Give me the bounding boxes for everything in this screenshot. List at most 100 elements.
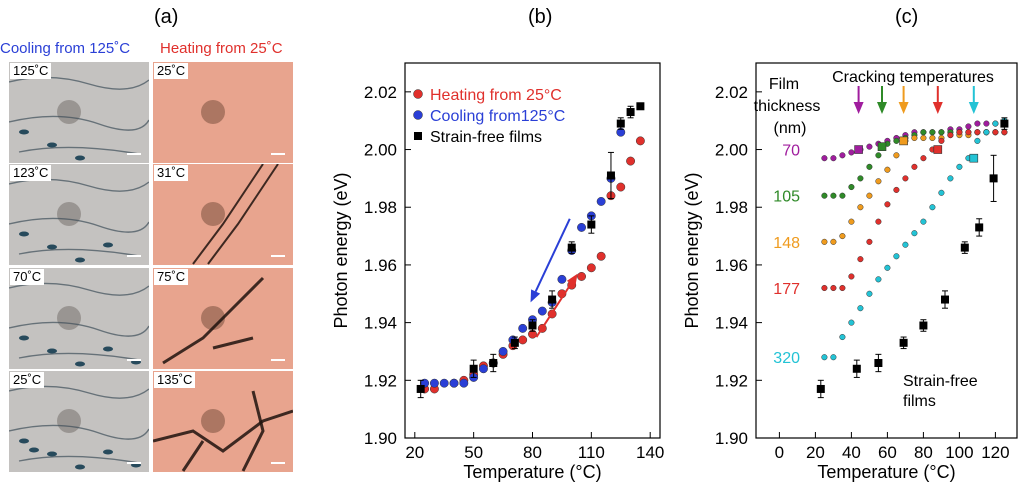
chart-b-point-cooling-from125-c [577,222,586,232]
chart-c-point-105 [830,192,837,199]
chart-c-x-tick-label: 20 [806,443,825,462]
chart-c-point-105 [920,129,927,136]
chart-b-y-tick-label: 1.98 [364,198,397,217]
chart-c-point-strain-free-films [816,384,825,393]
chart-c-point-105 [974,129,981,136]
cooling-micrograph-2: 123˚C [9,164,149,265]
chart-c-x-tick-label: 0 [775,443,784,462]
chart-b-point-heating-from-25-c [596,251,606,261]
chart-c-point-70 [992,120,999,127]
chart-b-arrow-1-shaft [534,218,571,292]
chart-b-x-axis-label: Temperature (°C) [463,462,601,482]
chart-c-point-70 [902,132,909,139]
chart-c-point-70 [866,143,873,150]
chart-c-point-177 [821,284,828,292]
chart-c-point-105 [965,129,972,136]
chart-c-x-tick-label: 120 [981,443,1009,462]
chart-b-y-tick-label: 2.02 [364,83,397,102]
chart-b-point-cooling-from125-c [469,372,479,382]
chart-c-point-105 [992,129,999,136]
chart-c-y-tick-label: 1.98 [715,198,748,217]
chart-c-annotation: films [903,393,936,410]
chart-c-point-177 [983,129,990,136]
chart-c-point-177 [857,256,864,263]
chart-b-legend-label: Heating from 25°C [430,87,562,104]
heating-micrograph-label: 135˚C [154,372,196,388]
chart-b-arrow-2-shaft [535,283,572,338]
chart-b-point-heating-from-25-c [567,280,577,290]
chart-b-point-strain-free-films [469,364,478,373]
chart-b-point-strain-free-films [489,359,498,367]
cooling-micrograph-4: 25˚C [9,371,149,472]
chart-c-point-177 [947,132,954,139]
chart-c-point-strain-free-films [919,321,928,330]
chart-c-point-148 [920,134,927,142]
chart-b-point-cooling-from125-c [420,378,430,388]
chart-c-point-177 [839,284,846,292]
chart-b-point-heating-from-25-c [635,136,645,146]
chart-c-y-axis-label: Photon energy (eV) [682,172,702,328]
chart-c-cracking-marker [854,145,863,154]
chart-c-y-tick-label: 1.94 [715,314,748,333]
chart-c-point-320 [938,189,945,196]
chart-c-point-70 [965,123,972,130]
scale-bar [271,462,285,464]
chart-c-series-label: 70 [782,143,800,160]
chart-b-point-cooling-from125-c [596,197,606,206]
chart-b-point-strain-free-films [416,384,425,393]
cooling-micrograph-3: 70˚C [9,268,149,369]
chart-b-legend-marker [414,132,422,140]
chart-c-point-320 [893,253,900,260]
chart-c-point-148 [857,204,864,211]
chart-c-point-177 [830,284,837,292]
chart-c-point-105 [821,192,828,199]
chart-c-point-320 [884,264,891,271]
chart-c-point-70 [929,129,936,136]
chart-c-point-70 [938,129,945,136]
chart-b-y-tick-label: 2.00 [364,141,397,160]
chart-c-point-105 [857,175,864,182]
chart-c-series-label: 148 [773,235,800,252]
chart-c-x-tick-label: 60 [878,443,897,462]
chart-c-y-tick-label: 2.00 [715,141,748,160]
chart-b-point-cooling-from125-c [586,211,596,221]
cooling-micrograph-label: 125˚C [10,63,52,79]
chart-c-point-320 [920,218,927,225]
chart-c-point-320 [902,241,909,248]
chart-c-series-label: 320 [773,350,800,367]
chart-c-point-105 [866,163,873,170]
chart-c-y-tick-label: 1.90 [715,429,748,448]
chart-c-point-70 [1001,120,1008,127]
chart-b-point-strain-free-films [606,171,615,180]
chart-b-point-heating-from-25-c [459,375,469,385]
chart-b-y-tick-label: 1.96 [364,256,397,275]
chart-b-point-cooling-from125-c [547,297,557,307]
chart-c-point-148 [929,134,936,142]
chart-c-point-148 [911,134,918,142]
chart-b-legend-label: Cooling from125°C [430,108,565,125]
chart-b-point-heating-from-25-c [547,309,557,319]
chart-b-point-cooling-from125-c [567,246,577,255]
chart-c-point-strain-free-films [941,295,949,304]
chart-c-point-177 [965,129,972,136]
chart-c-point-320 [875,276,882,283]
chart-b-point-strain-free-films [626,108,635,117]
heating-micrograph-4: 135˚C [153,371,293,472]
chart-c-cracking-arrow-head [853,102,864,114]
chart-c-point-105 [929,129,936,136]
chart-b-point-strain-free-films [528,321,537,330]
chart-c-annotation: Strain-free [903,373,978,390]
chart-c-series-label: 177 [773,281,800,298]
chart-c-point-148 [965,132,972,139]
chart-c-point-320 [947,175,954,182]
chart-c-point-148 [992,129,999,136]
chart-b-point-heating-from-25-c [449,378,459,388]
heating-micrograph-label: 25˚C [154,63,189,79]
heating-column-title: Heating from 25˚C [160,40,283,57]
chart-b-point-heating-from-25-c [577,272,586,281]
cooling-micrograph-label: 70˚C [10,269,45,285]
chart-b-x-tick-label: 20 [405,443,424,462]
scale-bar [127,359,141,361]
scale-bar [271,255,285,257]
chart-c-header-left: Film [769,76,799,93]
